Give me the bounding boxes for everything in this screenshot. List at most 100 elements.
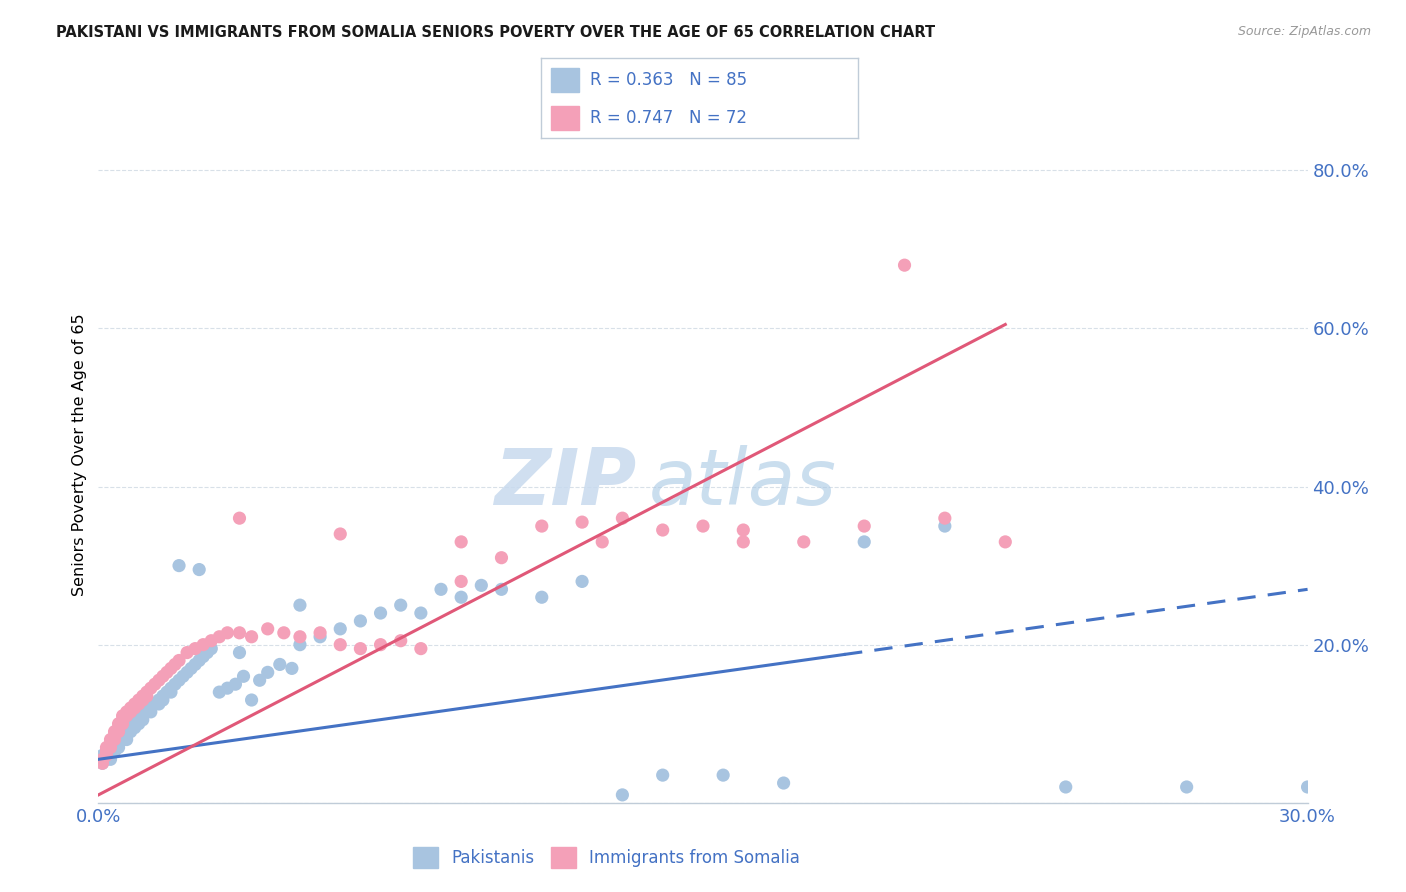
Point — [389, 598, 412, 612]
Point — [224, 677, 246, 691]
Point — [591, 534, 613, 549]
Point — [107, 740, 129, 755]
Point — [96, 748, 118, 763]
Point — [100, 748, 122, 763]
Point — [349, 614, 371, 628]
Point — [450, 534, 472, 549]
Point — [156, 685, 179, 699]
Point — [370, 638, 392, 652]
Point — [103, 737, 125, 751]
Point — [128, 713, 150, 727]
Point — [115, 732, 138, 747]
Point — [256, 622, 278, 636]
Point — [120, 701, 142, 715]
Point — [273, 625, 295, 640]
Point — [100, 740, 122, 755]
Point — [240, 693, 263, 707]
Point — [115, 708, 138, 723]
Point — [232, 669, 254, 683]
Point — [1175, 780, 1198, 794]
Point — [1296, 780, 1319, 794]
Point — [160, 661, 183, 675]
Point — [124, 701, 146, 715]
Point — [111, 716, 134, 731]
Text: Source: ZipAtlas.com: Source: ZipAtlas.com — [1237, 25, 1371, 38]
Point — [409, 606, 432, 620]
Point — [309, 630, 332, 644]
Text: atlas: atlas — [648, 445, 837, 521]
Point — [240, 630, 263, 644]
Point — [470, 578, 492, 592]
Point — [349, 641, 371, 656]
Point — [430, 582, 453, 597]
Text: R = 0.363   N = 85: R = 0.363 N = 85 — [591, 70, 748, 88]
Text: PAKISTANI VS IMMIGRANTS FROM SOMALIA SENIORS POVERTY OVER THE AGE OF 65 CORRELAT: PAKISTANI VS IMMIGRANTS FROM SOMALIA SEN… — [56, 25, 935, 40]
Bar — [551, 106, 579, 130]
Point — [128, 693, 150, 707]
Point — [96, 752, 118, 766]
Point — [115, 724, 138, 739]
Point — [934, 519, 956, 533]
Point — [115, 729, 138, 743]
Point — [139, 701, 162, 715]
Point — [172, 669, 194, 683]
Point — [115, 705, 138, 719]
Point — [893, 258, 915, 272]
Point — [571, 515, 593, 529]
Point — [152, 689, 174, 703]
Point — [107, 721, 129, 735]
Point — [103, 740, 125, 755]
Legend: Pakistanis, Immigrants from Somalia: Pakistanis, Immigrants from Somalia — [406, 841, 807, 874]
Point — [139, 681, 162, 695]
Point — [163, 677, 186, 691]
Point — [288, 598, 311, 612]
Point — [193, 649, 215, 664]
Point — [176, 646, 198, 660]
Point — [156, 665, 179, 680]
Point — [128, 697, 150, 711]
Point — [132, 689, 155, 703]
Point — [132, 713, 155, 727]
Point — [217, 625, 239, 640]
Point — [530, 519, 553, 533]
Point — [96, 744, 118, 758]
Y-axis label: Seniors Poverty Over the Age of 65: Seniors Poverty Over the Age of 65 — [72, 314, 87, 596]
Point — [208, 685, 231, 699]
Point — [309, 625, 332, 640]
Point — [100, 752, 122, 766]
Point — [934, 511, 956, 525]
Point — [329, 622, 352, 636]
Point — [132, 693, 155, 707]
Point — [269, 657, 291, 672]
Text: R = 0.747   N = 72: R = 0.747 N = 72 — [591, 109, 748, 128]
Point — [100, 732, 122, 747]
Point — [91, 752, 114, 766]
Point — [120, 721, 142, 735]
Point — [96, 740, 118, 755]
Point — [96, 744, 118, 758]
Point — [491, 582, 513, 597]
Point — [491, 550, 513, 565]
Point — [994, 534, 1017, 549]
Point — [571, 574, 593, 589]
Point — [188, 653, 211, 667]
Point — [256, 665, 278, 680]
Bar — [551, 68, 579, 92]
Point — [195, 646, 218, 660]
Point — [111, 713, 134, 727]
Point — [107, 716, 129, 731]
Point — [120, 705, 142, 719]
Point — [100, 744, 122, 758]
Point — [103, 732, 125, 747]
Point — [100, 740, 122, 755]
Point — [124, 697, 146, 711]
Point — [107, 732, 129, 747]
Point — [651, 523, 673, 537]
Point — [163, 657, 186, 672]
Point — [281, 661, 304, 675]
Point — [228, 625, 250, 640]
Point — [651, 768, 673, 782]
Point — [733, 534, 755, 549]
Point — [111, 708, 134, 723]
Point — [450, 574, 472, 589]
